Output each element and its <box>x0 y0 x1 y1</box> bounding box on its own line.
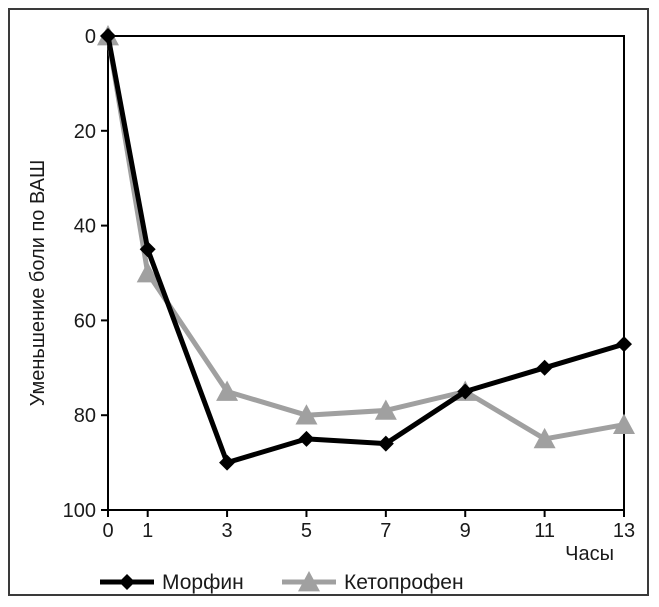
data-point <box>536 359 553 376</box>
data-point <box>219 454 236 471</box>
series-line <box>105 35 625 466</box>
legend-item: Кетопрофен <box>282 571 464 594</box>
x-tick-label: 3 <box>222 520 233 542</box>
legend-marker <box>298 571 320 592</box>
series-ketoprofen <box>97 25 635 449</box>
y-tick-label: 0 <box>85 26 96 48</box>
y-tick-label: 20 <box>74 121 96 143</box>
x-tick-label: 13 <box>613 520 635 542</box>
data-point <box>533 427 556 449</box>
data-point <box>457 383 474 400</box>
data-point <box>377 435 394 452</box>
legend-label: Кетопрофен <box>344 571 464 594</box>
x-tick-label: 5 <box>301 520 312 542</box>
data-point <box>613 413 635 435</box>
chart-frame <box>8 8 649 596</box>
data-point <box>136 262 159 283</box>
y-tick-label: 80 <box>74 405 96 427</box>
x-tick-label: 7 <box>380 520 391 542</box>
y-tick-label: 100 <box>63 500 96 522</box>
legend-item: Морфин <box>100 571 244 594</box>
plot-box <box>107 35 625 511</box>
x-tick-label: 11 <box>534 520 555 542</box>
data-point <box>295 404 318 425</box>
y-tick-label: 60 <box>74 310 96 332</box>
legend-label: Морфин <box>162 571 244 594</box>
data-point <box>100 28 116 44</box>
x-tick-label: 0 <box>102 520 113 542</box>
series-line <box>105 35 625 442</box>
data-point <box>616 336 632 353</box>
data-point <box>139 241 156 258</box>
series-morphine <box>100 28 632 471</box>
x-tick-label: 1 <box>142 520 153 542</box>
data-point <box>216 380 239 401</box>
y-axis-title: Уменьшение боли по ВАШ <box>27 160 49 407</box>
data-point <box>298 430 315 447</box>
legend: Морфин Кетопрофен <box>100 571 464 594</box>
x-tick-label: 9 <box>460 520 471 542</box>
x-axis-title: Часы <box>565 543 614 565</box>
legend-marker <box>119 574 135 590</box>
y-tick-label: 40 <box>74 216 96 238</box>
data-point <box>374 399 397 420</box>
